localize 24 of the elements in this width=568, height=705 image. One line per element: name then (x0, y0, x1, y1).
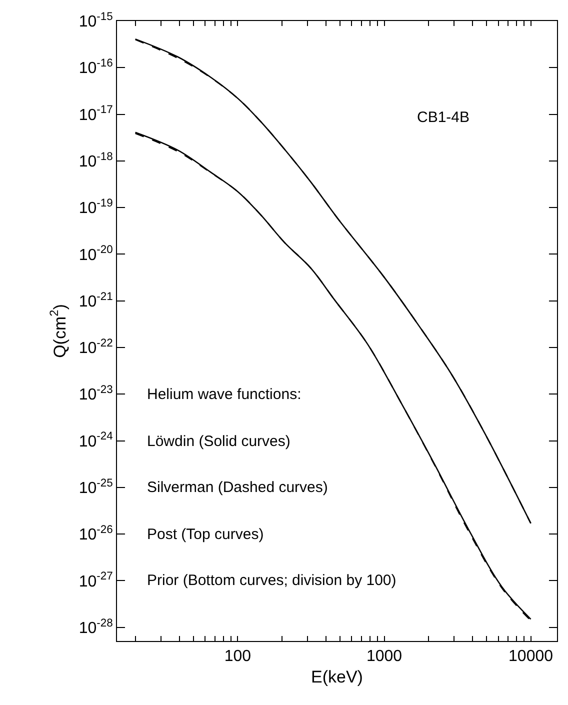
y-tick-label: 10$^{-24}$ (78, 430, 113, 450)
annotation: Prior (Bottom curves; division by 100) (147, 572, 396, 589)
annotation: Helium wave functions: (147, 386, 302, 403)
y-tick-label: 10$^{-27}$ (78, 570, 113, 590)
y-tick-label: 10$^{-28}$ (78, 617, 113, 637)
annotation: CB1-4B (417, 109, 470, 126)
x-tick-label: 10000 (508, 648, 554, 666)
x-axis-title: E(keV) (311, 668, 363, 687)
y-tick-label: 10$^{-17}$ (78, 104, 113, 124)
y-tick-label: 10$^{-18}$ (78, 150, 113, 171)
y-tick-label: 10$^{-22}$ (78, 337, 113, 358)
x-tick-label: 1000 (366, 648, 402, 666)
y-tick-label: 10$^{-19}$ (78, 197, 113, 218)
y-tick-label: 10$^{-25}$ (78, 477, 113, 498)
y-tick-label: 10$^{-16}$ (78, 58, 113, 78)
y-tick-label: 10$^{-15}$ (78, 10, 113, 31)
y-tick-label: 10$^{-23}$ (78, 384, 113, 404)
annotation: Post (Top curves) (147, 526, 264, 543)
x-tick-label: 100 (224, 648, 252, 666)
annotation: Löwdin (Solid curves) (147, 433, 290, 450)
y-tick-label: 10$^{-26}$ (78, 524, 113, 544)
y-tick-label: 10$^{-21}$ (78, 290, 113, 310)
y-tick-label: 10$^{-20}$ (78, 244, 113, 264)
annotation: Silverman (Dashed curves) (147, 479, 328, 496)
